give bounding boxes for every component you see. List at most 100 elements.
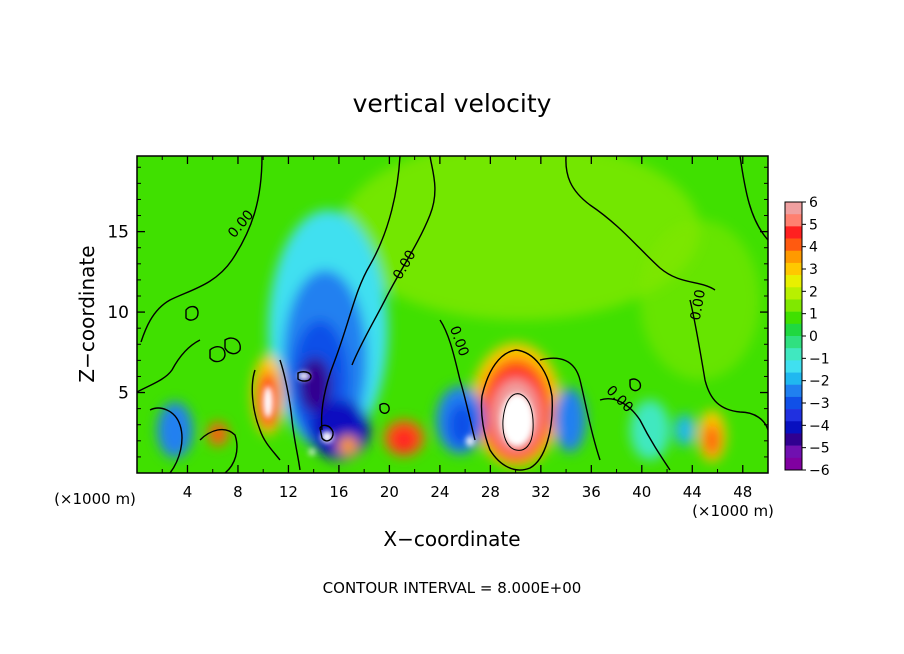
colorbar-swatch <box>785 384 802 398</box>
colorbar-label: 0 <box>809 329 818 345</box>
downdraft-right-4 <box>675 414 695 446</box>
downdraft-right-3 <box>630 400 670 460</box>
colorbar-swatch <box>785 311 802 325</box>
colorbar: 6 5 4 3 2 1 0 −1 −2 −3 −4 −5 −6 <box>784 195 830 479</box>
colorbar-swatch <box>785 336 802 349</box>
updraft-white-4 <box>309 449 315 455</box>
x-tick-label: 32 <box>531 483 550 501</box>
x-tick-label: 20 <box>380 483 399 501</box>
colorbar-swatch <box>785 348 802 361</box>
contour-18 <box>209 346 226 363</box>
colorbar-label: 5 <box>809 217 818 233</box>
x-tick-label: 36 <box>582 483 601 501</box>
x-tick-label: 24 <box>430 483 449 501</box>
downdraft-right-2 <box>554 388 586 452</box>
colorbar-label: −5 <box>809 441 830 457</box>
x-tick-label: 44 <box>683 483 702 501</box>
downdraft-white-3 <box>466 436 474 446</box>
colorbar-swatch <box>785 226 802 239</box>
contour-5 <box>739 156 768 241</box>
velocity-field: 0.000.000.000.000.00 <box>137 156 768 473</box>
x-tick-label: 48 <box>733 483 752 501</box>
colorbar-swatch <box>785 262 802 276</box>
y-tick-label: 10 <box>107 303 129 323</box>
colorbar-swatch <box>785 457 802 471</box>
chart-title: vertical velocity <box>353 89 552 118</box>
y-axis-label: Z−coordinate <box>75 245 99 382</box>
colorbar-swatch <box>785 275 802 288</box>
colorbar-swatch <box>785 421 802 434</box>
contour-4 <box>565 156 716 291</box>
colorbar-swatch <box>785 360 802 373</box>
contour-20 <box>379 402 390 414</box>
contour-21 <box>629 378 642 392</box>
contour-1 <box>140 156 263 343</box>
far-right-yellowgreen-region <box>640 220 760 380</box>
x-tick-label: 16 <box>329 483 348 501</box>
contour-16 <box>149 407 183 473</box>
colorbar-label: 6 <box>809 195 818 211</box>
colorbar-label: 1 <box>809 307 818 323</box>
x-unit-left: (×1000 m) <box>54 490 136 508</box>
contour-7 <box>279 359 301 471</box>
colorbar-swatch <box>785 409 802 422</box>
contour-8 <box>251 369 281 461</box>
contour-10 <box>480 349 553 471</box>
x-axis-label: X−coordinate <box>383 527 520 551</box>
x-tick-label: 8 <box>233 483 243 501</box>
contour-12 <box>539 357 601 461</box>
updraft-left-small <box>208 422 228 446</box>
contour-2 <box>320 156 401 431</box>
y-axis: 5 10 15 <box>107 166 768 458</box>
contour-6 <box>137 339 201 393</box>
colorbar-swatch <box>785 214 802 227</box>
colorbar-swatch <box>785 445 802 459</box>
downdraft-far-left <box>157 402 193 458</box>
contour-17 <box>185 305 199 321</box>
contour-11 <box>502 393 534 451</box>
y-tick-label: 15 <box>107 223 129 243</box>
contour-14 <box>689 299 768 431</box>
upper-right-yellowgreen-region <box>340 156 700 320</box>
colorbar-swatch <box>785 299 802 312</box>
colorbar-label: 4 <box>809 240 818 256</box>
contour-23 <box>319 424 334 442</box>
updraft-near-downdraft <box>338 436 358 456</box>
x-tick-label: 40 <box>632 483 651 501</box>
contour-19 <box>224 337 241 355</box>
colorbar-swatch <box>785 287 802 300</box>
x-axis: 4 8 12 16 20 24 28 32 36 40 44 48 <box>161 156 752 501</box>
contour-15 <box>199 428 238 473</box>
x-tick-label: 12 <box>279 483 298 501</box>
colorbar-label: −4 <box>809 418 830 434</box>
contour-3 <box>351 156 436 366</box>
updraft-left-white <box>263 386 273 418</box>
updraft-mid-red <box>392 428 416 452</box>
colorbar-label: 3 <box>809 262 818 278</box>
x-unit-right: (×1000 m) <box>692 502 774 520</box>
colorbar-label: −3 <box>809 396 830 412</box>
contour-13 <box>599 398 671 471</box>
y-tick-label: 5 <box>118 384 129 404</box>
colorbar-swatch <box>785 396 802 410</box>
field-blobs <box>157 156 760 467</box>
updraft-right-orange <box>704 424 720 456</box>
colorbar-swatch <box>785 433 802 446</box>
zero-contours <box>137 156 768 473</box>
colorbar-swatch <box>785 250 802 264</box>
colorbar-label: −1 <box>809 351 830 367</box>
contour-label: 0.00 <box>688 288 709 321</box>
colorbar-swatch <box>785 372 802 386</box>
contour-interval-note: CONTOUR INTERVAL = 8.000E+00 <box>323 579 582 597</box>
contour-9 <box>439 319 476 441</box>
downdraft-white-2 <box>298 372 310 380</box>
colorbar-swatch <box>785 238 802 252</box>
x-tick-label: 28 <box>481 483 500 501</box>
contour-22 <box>297 371 312 382</box>
colorbar-swatch <box>785 202 802 215</box>
colorbar-label: −2 <box>809 374 830 390</box>
colorbar-swatch <box>785 323 802 337</box>
colorbar-label: 2 <box>809 284 818 300</box>
plot-frame <box>136 155 769 474</box>
